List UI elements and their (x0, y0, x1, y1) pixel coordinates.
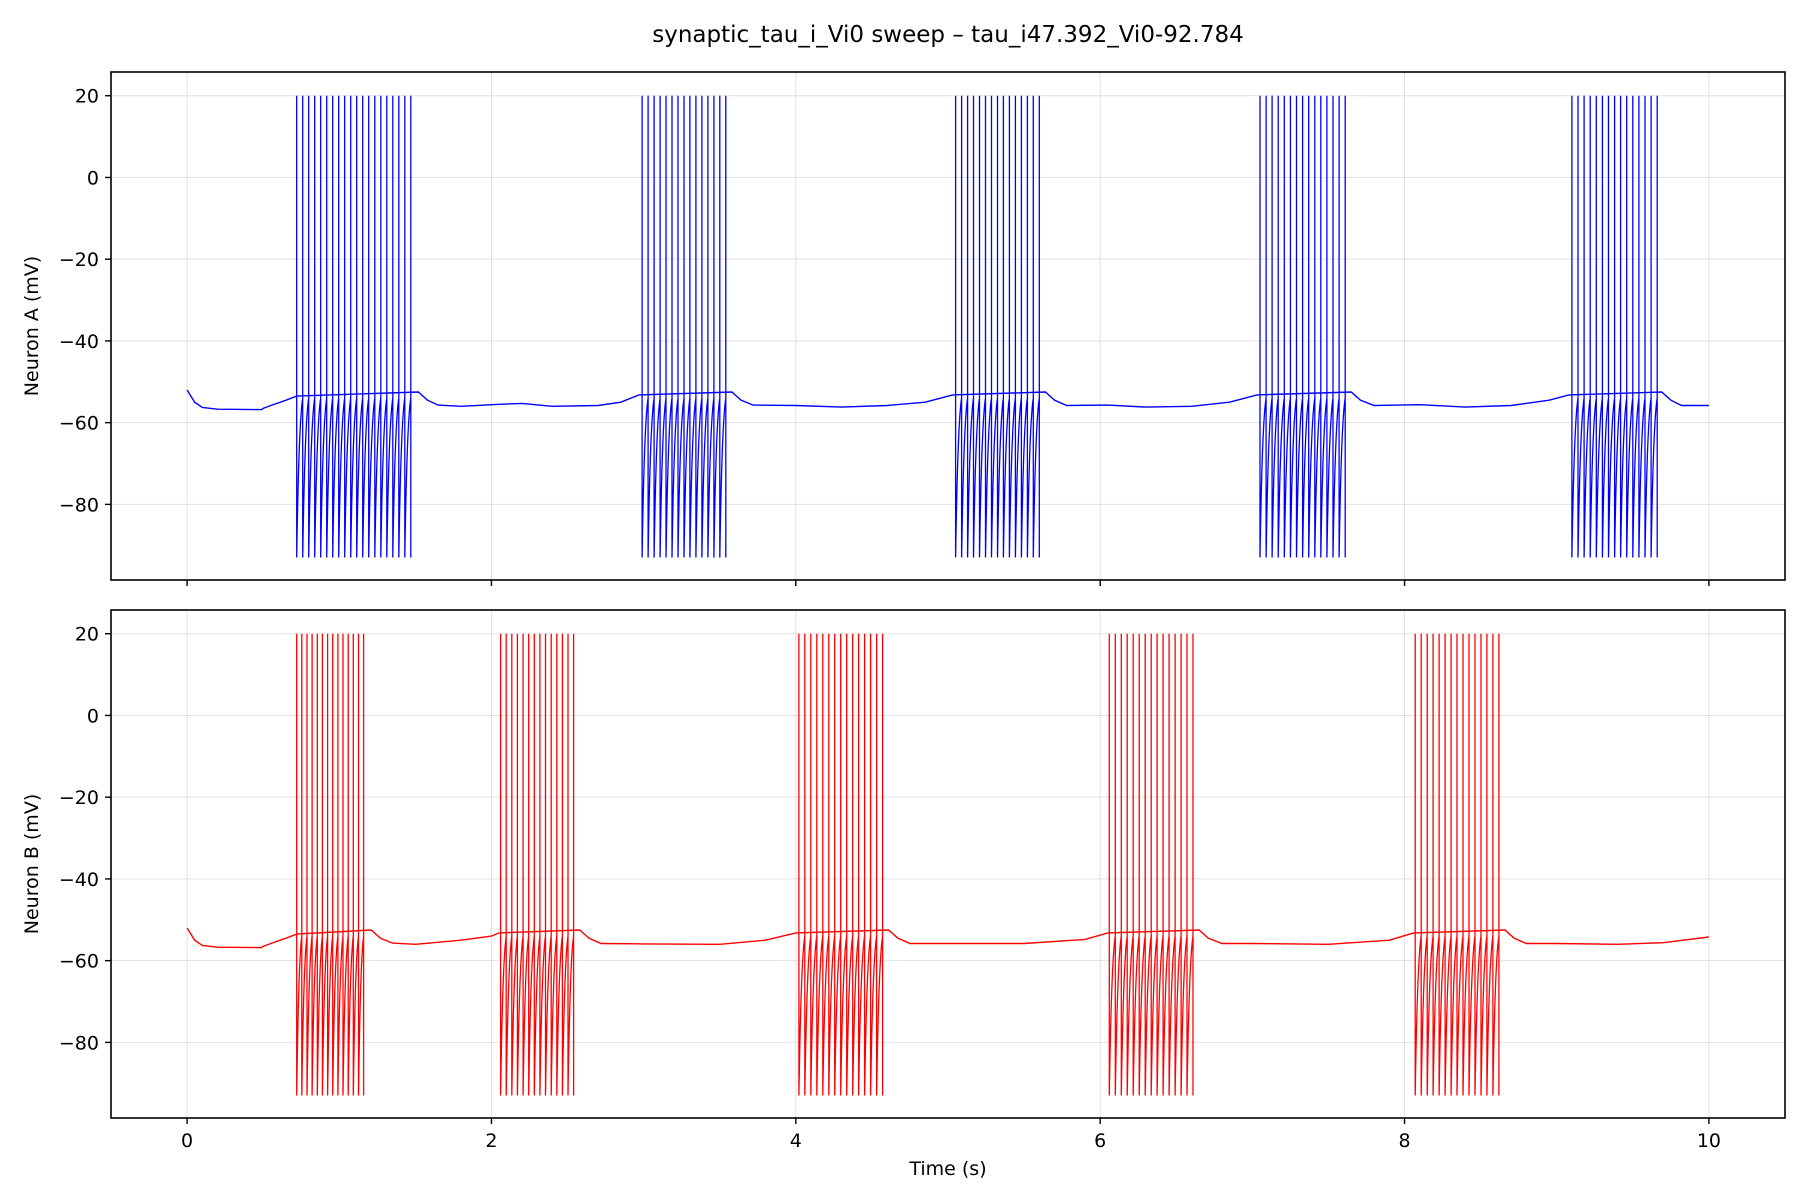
y-tick-label: −60 (59, 413, 99, 435)
chart-title: synaptic_tau_i_Vi0 sweep – tau_i47.392_V… (652, 22, 1243, 48)
spike-burst-4 (1259, 95, 1346, 558)
y-tick-label: −60 (59, 951, 99, 973)
spike-burst-5 (1571, 95, 1658, 558)
panel-1: 20 0 −20 −40 −60 −80 Neuron A (mV) (21, 71, 1786, 586)
series-trace (186, 927, 1709, 949)
y-tick-label: 0 (87, 167, 99, 189)
x-tick-label: 4 (790, 1130, 802, 1152)
spike-burst-1 (296, 95, 412, 558)
y-tick-label: 20 (75, 624, 99, 646)
panel-2: 20 0 −20 −40 −60 −80 0 2 4 6 8 10 Neuron B (mV) (21, 609, 1786, 1152)
x-tick-label: 2 (485, 1130, 497, 1152)
x-tick-label: 0 (181, 1130, 193, 1152)
spike-burst-2 (641, 95, 727, 558)
spike-burst-3 (954, 95, 1040, 558)
x-axis-label: Time (s) (908, 1158, 986, 1180)
y-tick-label: −20 (59, 249, 99, 271)
axes-frame (110, 609, 1786, 1119)
spike-burst-4 (1108, 633, 1194, 1096)
axes-frame (110, 71, 1786, 581)
y-axis-label: Neuron A (mV) (21, 256, 43, 396)
spike-burst-1 (296, 633, 365, 1096)
y-tick-label: −20 (59, 787, 99, 809)
spike-burst-3 (798, 633, 884, 1096)
spike-burst-5 (1414, 633, 1500, 1096)
y-tick-label: −40 (59, 331, 99, 353)
y-tick-label: 20 (75, 86, 99, 108)
y-tick-label: −80 (59, 1032, 99, 1054)
y-tick-label: −40 (59, 869, 99, 891)
y-tick-label: −80 (59, 494, 99, 516)
y-tick-label: 0 (87, 705, 99, 727)
grid (111, 610, 1785, 1118)
series-trace (186, 389, 1709, 411)
y-axis-label: Neuron B (mV) (21, 794, 43, 934)
x-tick-label: 10 (1697, 1130, 1721, 1152)
x-tick-label: 8 (1398, 1130, 1410, 1152)
x-tick-label: 6 (1094, 1130, 1106, 1152)
spike-burst-2 (499, 633, 575, 1096)
